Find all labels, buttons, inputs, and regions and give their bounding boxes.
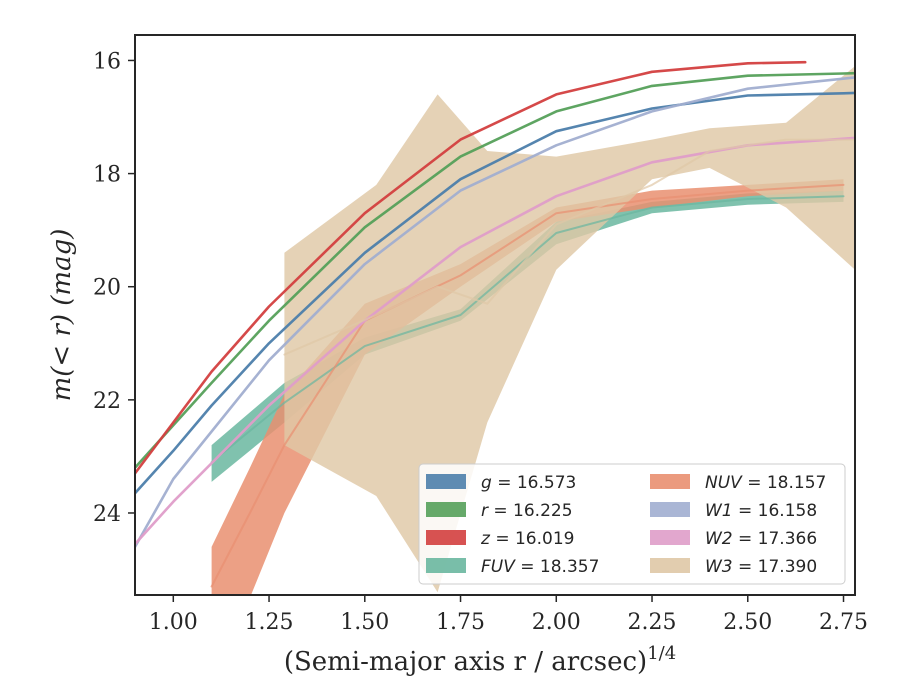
- legend-swatch-z: [426, 530, 466, 545]
- curve-lines: [135, 60, 855, 588]
- legend-label-g: g = 16.573: [481, 473, 576, 493]
- line-g: [135, 91, 855, 495]
- legend-swatch-w3: [650, 558, 690, 573]
- line-nuv: [210, 183, 845, 588]
- y-axis: 16 18 20 22 24: [93, 49, 135, 527]
- legend-swatch-w2: [650, 530, 690, 545]
- legend-label-nuv: NUV = 18.157: [705, 473, 826, 493]
- x-tick-label: 1.00: [149, 610, 198, 635]
- legend-swatch-fuv: [426, 558, 466, 573]
- legend-label-w3: W3 = 17.390: [705, 557, 817, 577]
- x-axis-title: (Semi-major axis r / arcsec)1/4: [284, 643, 676, 677]
- band-w3: [284, 66, 855, 593]
- legend-label-r: r = 16.225: [481, 501, 573, 521]
- y-tick-label: 24: [93, 502, 121, 527]
- y-axis-title: m(< r) (mag): [47, 229, 77, 402]
- legend-swatch-w1: [650, 502, 690, 517]
- line-w3: [283, 138, 855, 356]
- legend: g = 16.573 r = 16.225 z = 16.019 FUV = 18.3…: [418, 463, 846, 585]
- legend-label-fuv: FUV = 18.357: [481, 557, 599, 577]
- y-tick-label: 22: [93, 389, 121, 414]
- x-tick-label: 2.00: [532, 610, 581, 635]
- plot-frame: [134, 34, 856, 596]
- line-w1: [135, 76, 855, 549]
- legend-label-w1: W1 = 16.158: [705, 501, 817, 521]
- x-tick-label: 2.75: [819, 610, 868, 635]
- legend-label-z: z = 16.019: [480, 529, 574, 549]
- legend-swatch-nuv: [650, 474, 690, 489]
- line-r: [135, 71, 855, 470]
- y-tick-label: 18: [93, 163, 121, 188]
- x-tick-label: 2.25: [628, 610, 677, 635]
- x-axis: 1.00 1.25 1.50 1.75 2.00 2.25 2.50 2.75: [149, 595, 868, 635]
- x-tick-label: 1.25: [245, 610, 294, 635]
- y-tick-label: 16: [93, 49, 121, 74]
- line-z: [135, 60, 807, 475]
- line-fuv: [210, 195, 845, 464]
- x-tick-label: 1.75: [436, 610, 485, 635]
- uncertainty-bands: [211, 66, 855, 595]
- x-tick-label: 2.50: [723, 610, 772, 635]
- legend-swatch-r: [426, 502, 466, 517]
- legend-box: [418, 463, 846, 585]
- legend-swatch-g: [426, 474, 466, 489]
- x-tick-label: 1.50: [340, 610, 389, 635]
- y-tick-label: 20: [93, 276, 121, 301]
- legend-label-w2: W2 = 17.366: [705, 529, 817, 549]
